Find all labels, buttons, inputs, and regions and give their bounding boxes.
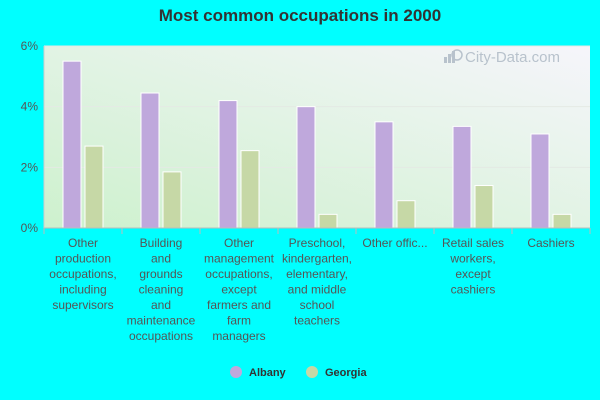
x-category-label-line: except (455, 267, 491, 281)
x-category-label-line: Preschool, (289, 236, 346, 250)
x-category-label-line: grounds (139, 267, 182, 281)
x-category-label-line: Other (224, 236, 254, 250)
bar-albany (374, 121, 394, 229)
chart-logo-icon (444, 49, 463, 63)
bar-albany (218, 100, 238, 229)
x-category-label-line: occupations (129, 329, 193, 343)
x-category-label: Retail sales workers, except cashiers (442, 236, 504, 297)
bar-albany (62, 60, 82, 229)
bar-georgia (84, 145, 104, 229)
x-category-label-line: teachers (294, 314, 340, 328)
x-category-label-line: Other offic... (362, 236, 427, 250)
x-category-label-line: and (151, 252, 171, 266)
x-category-label-line: farmers and (207, 298, 271, 312)
legend-label: Albany (249, 367, 287, 379)
bar-georgia (318, 213, 338, 229)
x-category-label-line: production (55, 252, 111, 266)
x-category-label-line: supervisors (52, 298, 113, 312)
x-category-label-line: except (221, 283, 257, 297)
gridlines (44, 45, 590, 168)
x-category-label-line: cleaning (139, 283, 184, 297)
axes: 0%2%4%6%Other production occupations, inclu… (21, 39, 591, 343)
x-category-label-line: occupations, (205, 267, 272, 281)
bar-albany (530, 133, 550, 229)
bars (62, 60, 572, 229)
x-category-label-line: maintenance (127, 314, 196, 328)
chart-title: Most common occupations in 2000 (158, 6, 442, 25)
legend-label: Georgia (325, 367, 367, 379)
x-category-label-line: and (151, 298, 171, 312)
x-category-label-line: Other (68, 236, 98, 250)
x-category-label-line: Cashiers (527, 236, 574, 250)
bar-albany (140, 92, 160, 229)
x-category-label-line: cashiers (451, 283, 496, 297)
x-category-label-line: occupations, (49, 267, 116, 281)
legend-swatch-georgia (306, 366, 318, 378)
legend: Albany Georgia (230, 366, 367, 379)
x-category-label: Building and grounds cleaning and maintenance… (127, 236, 196, 343)
x-category-label-line: including (59, 283, 106, 297)
y-tick-label: 0% (21, 221, 39, 235)
x-category-label-line: workers, (449, 252, 495, 266)
bar-georgia (162, 171, 182, 229)
x-category-label: Preschool, kindergarten, elementary, and mi… (282, 236, 352, 328)
y-tick-label: 2% (21, 160, 39, 174)
x-category-label-line: Building (140, 236, 183, 250)
x-category-label-line: Retail sales (442, 236, 504, 250)
x-category-label: Other management occupations, except farmers… (204, 236, 275, 343)
plot-area (44, 46, 590, 228)
x-category-label-line: and middle (288, 283, 347, 297)
x-category-label-line: farm (227, 314, 251, 328)
bar-georgia (474, 185, 494, 229)
x-category-label-line: management (204, 252, 275, 266)
watermark: City-Data.com (444, 49, 560, 66)
y-tick-label: 4% (21, 100, 39, 114)
bar-georgia (396, 200, 416, 229)
x-category-label-line: managers (212, 329, 265, 343)
x-category-label-line: elementary, (286, 267, 348, 281)
y-tick-label: 6% (21, 39, 39, 53)
bar-georgia (240, 150, 260, 229)
x-category-label: Cashiers (527, 236, 574, 250)
bar-albany (452, 125, 472, 229)
bar-albany (296, 106, 316, 229)
watermark-text: City-Data.com (465, 49, 560, 66)
legend-swatch-albany (230, 366, 242, 378)
x-category-label: Other production occupations, including supe… (49, 236, 116, 312)
x-category-label-line: kindergarten, (282, 252, 352, 266)
x-category-label-line: school (300, 298, 335, 312)
bar-georgia (552, 213, 572, 229)
x-category-label: Other offic... (362, 236, 427, 250)
